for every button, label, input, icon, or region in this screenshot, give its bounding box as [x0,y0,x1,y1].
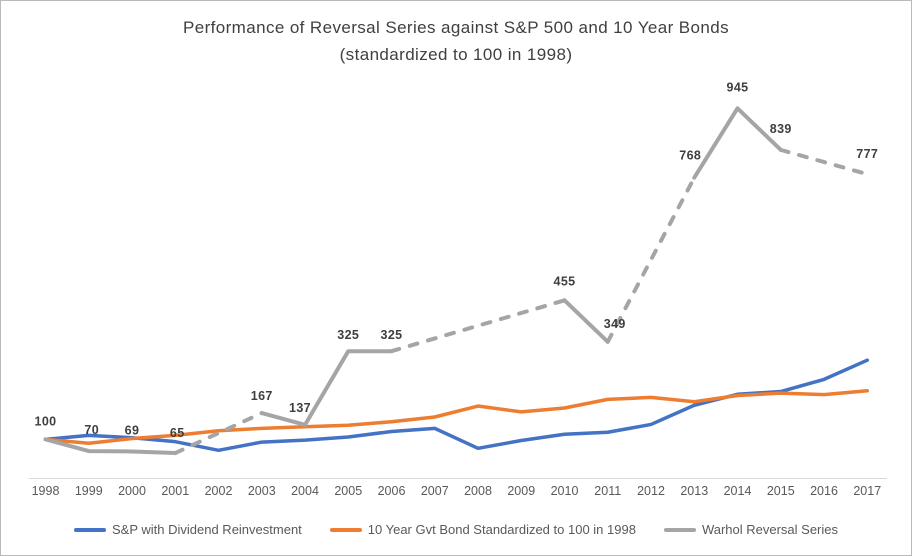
legend-item-bond: 10 Year Gvt Bond Standardized to 100 in … [329,522,636,537]
x-axis-tick-label: 2010 [551,484,579,498]
warhol-data-label: 325 [337,328,359,342]
legend-label-warhol: Warhol Reversal Series [701,522,838,537]
legend-label-sp500: S&P with Dividend Reinvestment [111,522,302,537]
chart-title: Performance of Reversal Series against S… [1,14,911,68]
warhol-data-label: 945 [726,80,748,94]
x-axis-tick-label: 2000 [118,484,146,498]
chart-title-line1: Performance of Reversal Series against S… [182,18,729,37]
warhol-data-label: 167 [251,389,273,403]
warhol-data-label: 70 [84,423,99,437]
legend-item-sp500: S&P with Dividend Reinvestment [73,522,302,537]
x-axis-tick-label: 2009 [507,484,535,498]
warhol-line-solid [562,298,610,344]
legend-label-bond: 10 Year Gvt Bond Standardized to 100 in … [367,522,636,537]
x-axis-tick-label: 2017 [853,484,881,498]
warhol-data-label: 100 [34,414,56,428]
warhol-data-label: 777 [856,147,878,161]
warhol-data-label: 65 [170,426,185,440]
warhol-data-label: 768 [679,149,701,163]
warhol-line-solid [43,437,178,456]
warhol-data-label: 839 [770,122,792,136]
warhol-data-label: 455 [553,274,575,288]
bond-line [43,389,869,445]
x-axis-tick-label: 2006 [378,484,406,498]
warhol-data-label: 137 [289,401,311,415]
x-axis-tick-label: 2002 [205,484,233,498]
x-axis-tick-label: 1999 [75,484,103,498]
legend-swatch-sp500 [73,527,106,532]
x-axis-tick-label: 1998 [32,484,60,498]
x-axis-tick-label: 2011 [594,484,621,498]
warhol-data-label: 349 [604,317,626,331]
x-axis-tick-label: 2015 [767,484,795,498]
x-axis-tick-label: 2007 [421,484,449,498]
x-axis-tick-label: 2014 [724,484,752,498]
warhol-line-dashed [389,298,567,354]
warhol-line-dashed [173,411,264,456]
warhol-line-dashed [605,175,697,344]
x-axis-tick-label: 2008 [464,484,492,498]
chart-legend: S&P with Dividend Reinvestment 10 Year G… [1,522,911,537]
x-axis-tick-label: 2003 [248,484,276,498]
warhol-data-label: 69 [125,423,140,437]
warhol-line-dashed [778,147,870,177]
legend-swatch-bond [329,527,362,532]
x-axis-tick-label: 2016 [810,484,838,498]
warhol-line-solid [692,106,783,180]
x-axis-tick-label: 2004 [291,484,319,498]
warhol-data-label: 325 [380,328,402,342]
legend-swatch-warhol [663,527,696,532]
warhol-line-solid [259,349,394,427]
x-axis-tick-label: 2005 [334,484,362,498]
chart-title-line2: (standardized to 100 in 1998) [339,45,573,64]
x-axis-tick-label: 2001 [161,484,189,498]
x-axis-tick-label: 2013 [680,484,708,498]
x-axis-tick-label: 2012 [637,484,665,498]
legend-item-warhol: Warhol Reversal Series [663,522,838,537]
